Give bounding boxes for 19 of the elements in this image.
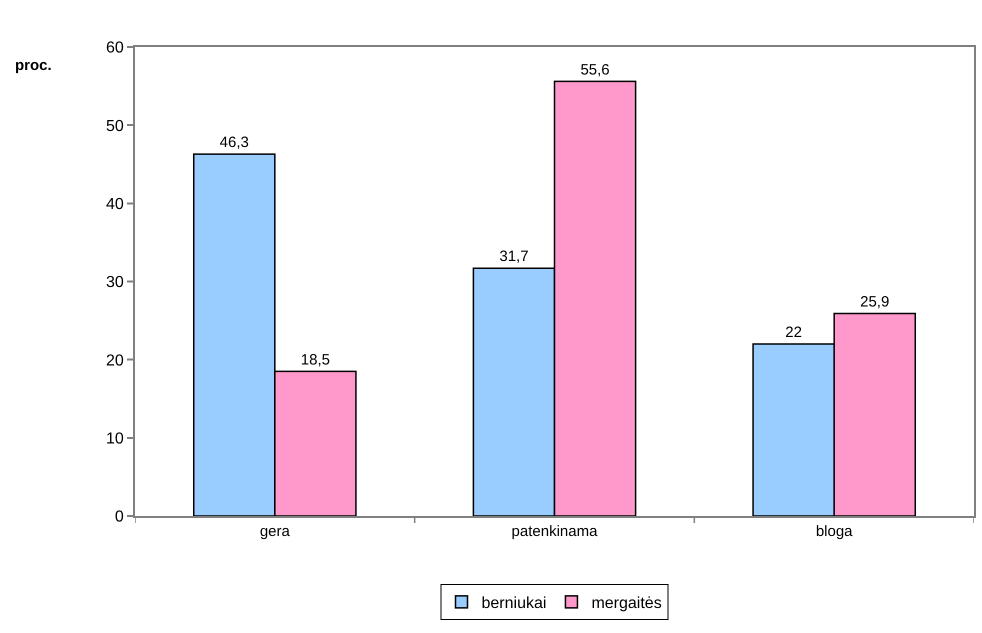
legend-label: mergaitės (591, 595, 662, 612)
y-tick-label: 50 (106, 118, 124, 135)
y-tick-label: 10 (106, 430, 124, 448)
y-axis-title: proc. (15, 57, 52, 74)
y-tick-label: 30 (106, 274, 124, 292)
y-tick-label: 0 (114, 508, 124, 526)
legend-label: berniukai (482, 595, 546, 612)
x-tick-label: patenkinama (512, 523, 598, 540)
y-tick-label: 60 (106, 40, 124, 57)
data-label: 46,3 (220, 134, 249, 152)
x-tick-label: bloga (816, 523, 854, 540)
data-label: 31,7 (499, 248, 529, 266)
data-label: 18,5 (300, 351, 330, 368)
data-label: 55,6 (580, 61, 610, 78)
data-label: 25,9 (860, 294, 890, 311)
y-tick-label: 40 (106, 196, 124, 213)
x-tick-label: gera (260, 523, 290, 540)
data-label: 22 (785, 324, 802, 342)
y-tick-label: 20 (106, 352, 124, 370)
